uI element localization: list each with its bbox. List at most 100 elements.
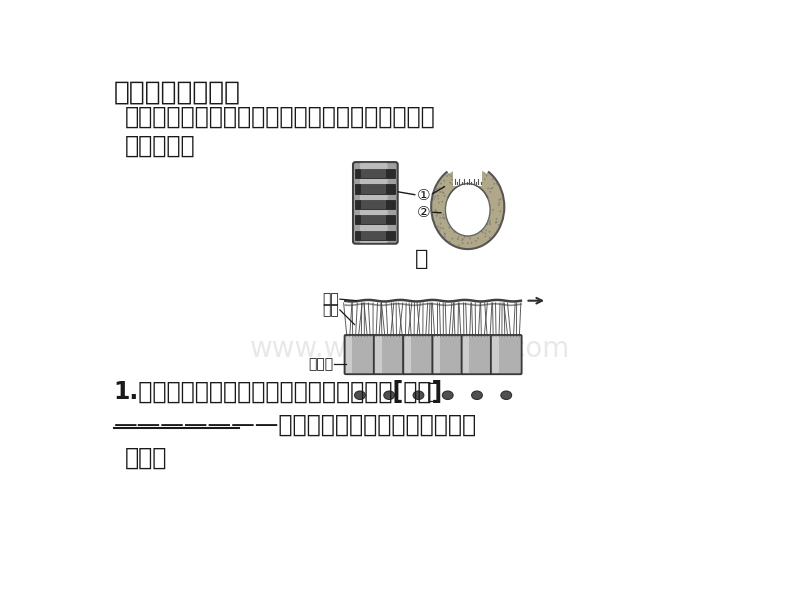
Circle shape	[466, 235, 467, 236]
FancyBboxPatch shape	[403, 335, 434, 374]
Circle shape	[439, 191, 441, 193]
Circle shape	[444, 236, 446, 238]
Circle shape	[442, 201, 443, 203]
Ellipse shape	[384, 391, 394, 400]
Bar	[463, 336, 470, 373]
Circle shape	[436, 215, 438, 217]
Text: 下列各图是呼吸道中的部分结构图。请仔细识图，: 下列各图是呼吸道中的部分结构图。请仔细识图，	[125, 104, 436, 128]
Circle shape	[436, 191, 438, 193]
Circle shape	[489, 231, 490, 233]
Circle shape	[442, 192, 445, 194]
Ellipse shape	[354, 391, 366, 400]
Circle shape	[498, 202, 500, 204]
Ellipse shape	[413, 391, 424, 400]
Circle shape	[492, 178, 494, 180]
Bar	[362, 184, 386, 194]
Circle shape	[499, 211, 501, 212]
Circle shape	[453, 172, 454, 174]
Text: ①: ①	[417, 188, 430, 203]
Circle shape	[457, 179, 459, 181]
Circle shape	[490, 188, 492, 190]
Circle shape	[442, 214, 444, 215]
Circle shape	[492, 187, 494, 189]
Circle shape	[457, 174, 459, 176]
Circle shape	[458, 172, 461, 173]
Circle shape	[444, 233, 446, 235]
Circle shape	[450, 182, 451, 184]
Circle shape	[471, 170, 473, 172]
Ellipse shape	[471, 391, 482, 400]
Circle shape	[455, 175, 457, 178]
Circle shape	[481, 230, 482, 232]
FancyBboxPatch shape	[345, 335, 375, 374]
Bar	[453, 161, 482, 186]
Circle shape	[477, 238, 479, 239]
Text: 二、呼吸道的作用: 二、呼吸道的作用	[114, 80, 241, 106]
Circle shape	[443, 180, 445, 182]
Circle shape	[485, 235, 486, 237]
Circle shape	[437, 226, 439, 227]
Circle shape	[439, 227, 442, 229]
Circle shape	[464, 236, 466, 238]
Circle shape	[495, 218, 498, 220]
Circle shape	[442, 217, 444, 218]
Circle shape	[443, 185, 445, 187]
Text: 黏液: 黏液	[322, 292, 339, 306]
Circle shape	[457, 238, 459, 240]
Circle shape	[468, 176, 470, 178]
Bar	[346, 336, 352, 373]
Circle shape	[470, 166, 471, 168]
Bar	[492, 336, 498, 373]
Circle shape	[451, 183, 453, 185]
Bar	[362, 169, 386, 178]
Text: 腺细胞: 腺细胞	[308, 357, 333, 371]
Circle shape	[490, 191, 491, 193]
Circle shape	[434, 209, 436, 211]
Circle shape	[450, 175, 452, 177]
Circle shape	[449, 174, 450, 176]
Text: 认真填空。: 认真填空。	[125, 134, 196, 158]
Circle shape	[483, 170, 485, 173]
Circle shape	[487, 187, 489, 189]
Bar	[355, 184, 395, 194]
Circle shape	[438, 202, 440, 203]
Circle shape	[478, 172, 479, 173]
Circle shape	[489, 223, 491, 225]
Circle shape	[440, 183, 442, 185]
Circle shape	[435, 211, 437, 212]
Circle shape	[469, 238, 471, 239]
Circle shape	[492, 209, 494, 211]
Circle shape	[466, 170, 467, 172]
Bar	[434, 336, 440, 373]
Circle shape	[461, 174, 462, 176]
Circle shape	[495, 221, 498, 223]
Circle shape	[454, 175, 457, 176]
Circle shape	[443, 218, 446, 220]
Circle shape	[442, 227, 444, 229]
Circle shape	[437, 213, 438, 215]
Circle shape	[482, 232, 484, 233]
Circle shape	[469, 173, 470, 175]
Circle shape	[443, 195, 446, 197]
Bar	[405, 336, 410, 373]
Bar	[362, 200, 386, 209]
Circle shape	[458, 170, 460, 172]
Circle shape	[439, 217, 442, 219]
Circle shape	[451, 179, 454, 181]
Bar	[355, 200, 395, 209]
Circle shape	[438, 187, 440, 189]
Bar	[375, 336, 382, 373]
Circle shape	[495, 222, 497, 224]
FancyBboxPatch shape	[353, 162, 398, 244]
Circle shape	[437, 188, 438, 190]
Circle shape	[484, 172, 486, 174]
Circle shape	[478, 178, 479, 179]
Circle shape	[498, 199, 500, 201]
Circle shape	[470, 242, 473, 244]
Circle shape	[437, 198, 439, 200]
Circle shape	[454, 232, 456, 233]
Circle shape	[477, 168, 479, 170]
Circle shape	[449, 241, 450, 243]
Circle shape	[496, 183, 498, 185]
Circle shape	[462, 242, 463, 244]
